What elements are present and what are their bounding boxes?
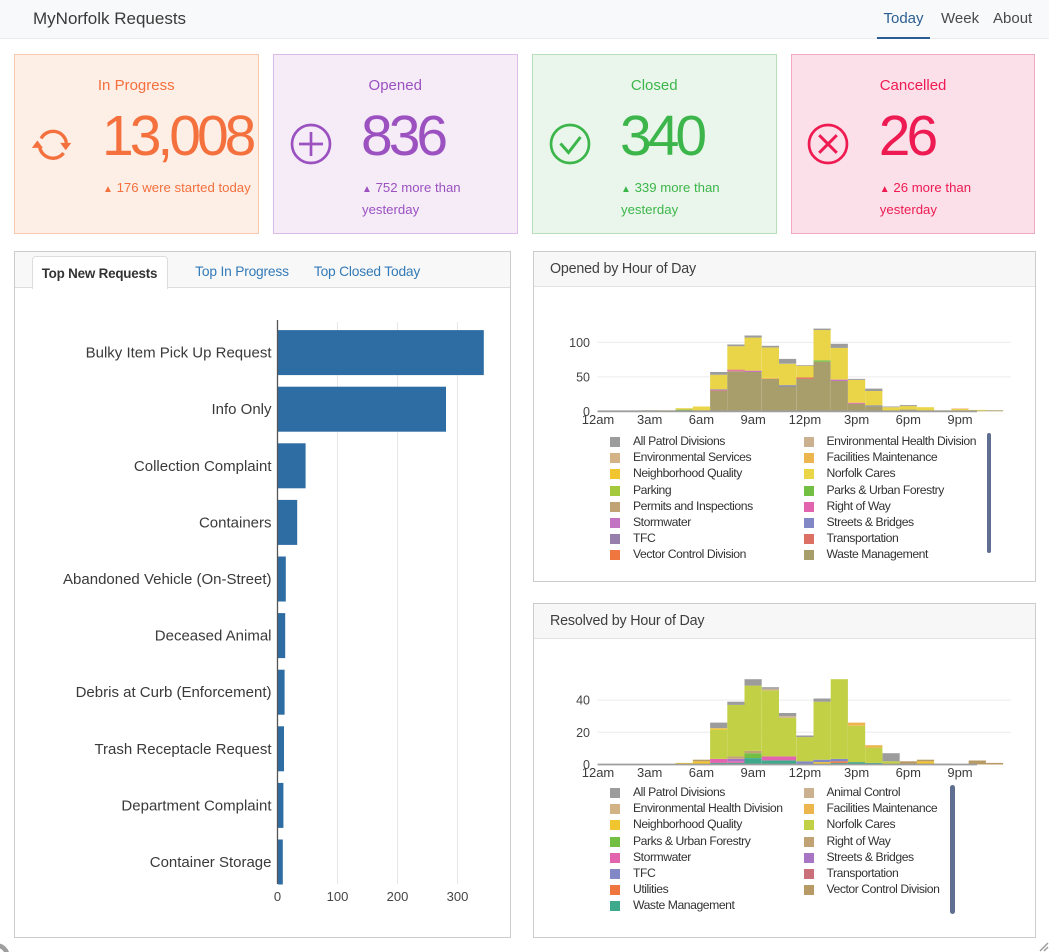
- svg-text:Container Storage: Container Storage: [150, 854, 272, 871]
- svg-text:12pm: 12pm: [789, 765, 822, 780]
- svg-text:9am: 9am: [741, 412, 766, 427]
- svg-text:12pm: 12pm: [789, 412, 822, 427]
- svg-text:6am: 6am: [689, 765, 714, 780]
- svg-text:Trash Receptacle Request: Trash Receptacle Request: [94, 741, 272, 758]
- svg-text:Info Only: Info Only: [211, 401, 272, 418]
- svg-text:Deceased Animal: Deceased Animal: [155, 628, 272, 645]
- svg-text:Abandoned Vehicle (On-Street): Abandoned Vehicle (On-Street): [63, 571, 271, 588]
- svg-text:300: 300: [447, 889, 469, 904]
- svg-text:Department Complaint: Department Complaint: [121, 797, 272, 814]
- svg-text:9pm: 9pm: [947, 412, 972, 427]
- svg-text:Collection Complaint: Collection Complaint: [134, 458, 272, 475]
- svg-text:6pm: 6pm: [896, 765, 921, 780]
- svg-text:6pm: 6pm: [896, 412, 921, 427]
- svg-text:Debris at Curb (Enforcement): Debris at Curb (Enforcement): [76, 684, 272, 701]
- svg-text:50: 50: [576, 370, 590, 384]
- svg-text:Bulky Item Pick Up Request: Bulky Item Pick Up Request: [86, 345, 273, 362]
- svg-text:12am: 12am: [582, 765, 615, 780]
- svg-text:200: 200: [387, 889, 409, 904]
- svg-text:6am: 6am: [689, 412, 714, 427]
- svg-text:3am: 3am: [637, 412, 662, 427]
- svg-text:Containers: Containers: [199, 514, 272, 531]
- svg-text:40: 40: [576, 694, 590, 708]
- svg-text:0: 0: [274, 889, 281, 904]
- svg-text:9pm: 9pm: [947, 765, 972, 780]
- svg-text:3pm: 3pm: [844, 765, 869, 780]
- svg-text:20: 20: [576, 726, 590, 740]
- svg-text:9am: 9am: [741, 765, 766, 780]
- svg-text:0: 0: [583, 758, 590, 772]
- svg-text:0: 0: [583, 405, 590, 419]
- svg-text:100: 100: [569, 336, 590, 350]
- svg-text:100: 100: [327, 889, 349, 904]
- svg-text:3am: 3am: [637, 765, 662, 780]
- svg-text:3pm: 3pm: [844, 412, 869, 427]
- svg-text:12am: 12am: [582, 412, 615, 427]
